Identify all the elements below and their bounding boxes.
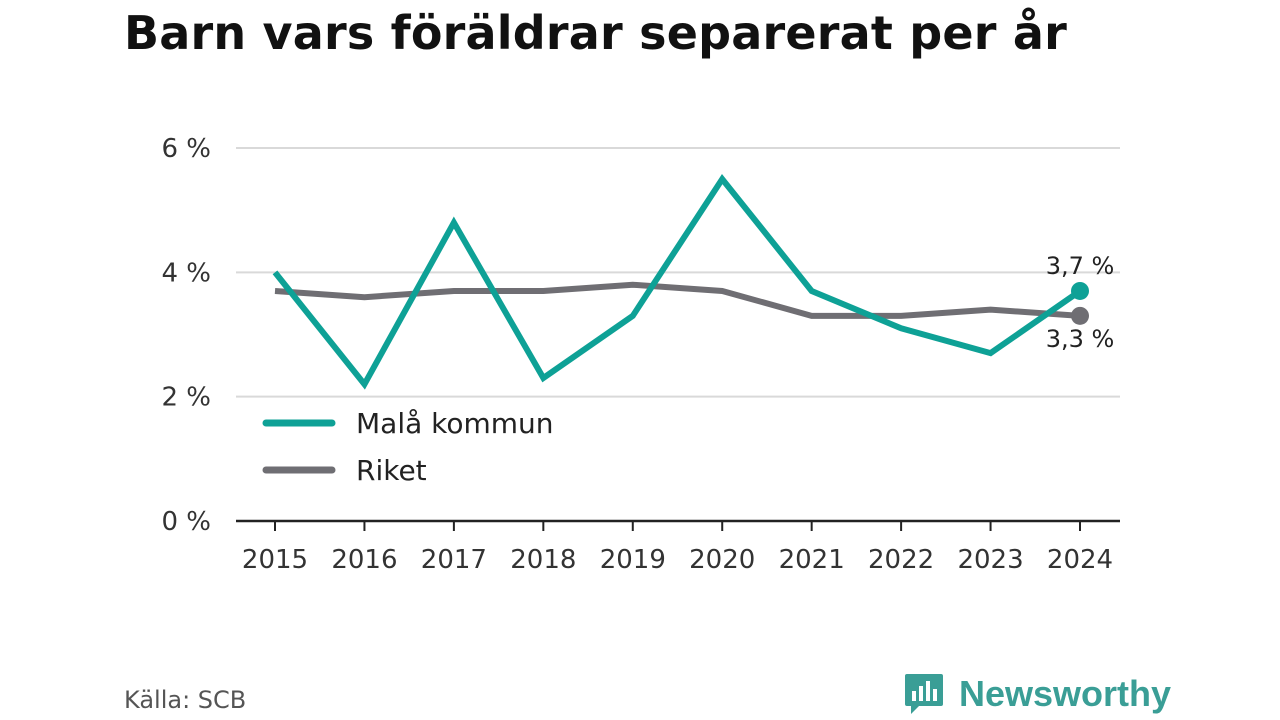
series-line [272,173,1082,390]
series-end-point [1071,306,1089,325]
x-tick-label: 2022 [868,545,934,575]
brand-logo: Newsworthy [903,672,1171,716]
y-tick-label: 0 % [161,507,211,537]
legend-background [256,402,574,488]
brand-name: Newsworthy [959,673,1172,714]
x-tick-label: 2018 [510,545,576,575]
x-tick-label: 2021 [779,545,845,575]
series-end-point [1071,281,1089,300]
series-end-label: 3,7 % [1046,252,1115,280]
chart-title: Barn vars föräldrar separerat per år [124,6,1068,60]
series-lines [272,173,1089,390]
x-tick-label: 2017 [421,545,487,575]
source-note: Källa: SCB [124,686,247,714]
gridlines [236,147,1120,523]
legend-label: Malå kommun [356,407,554,440]
series-end-label: 3,3 % [1046,325,1115,353]
x-tick-label: 2024 [1047,545,1113,575]
x-tick-label: 2016 [331,545,397,575]
y-tick-label: 2 % [161,383,211,413]
y-tick-label: 6 % [161,134,211,164]
y-axis-ticks: 0 % 2 % 4 % 6 % [161,134,211,537]
x-tick-label: 2019 [600,545,666,575]
legend: Malå kommun Riket [256,402,574,488]
x-tick-label: 2020 [689,545,755,575]
end-labels: 3,7 % 3,3 % [1046,252,1115,353]
legend-label: Riket [356,454,427,487]
y-tick-label: 4 % [161,258,211,288]
x-tick-label: 2023 [957,545,1023,575]
x-axis-ticks: 2015 2016 2017 2018 2019 2020 2021 2022 2023 2024 [242,521,1113,575]
x-tick-label: 2015 [242,545,308,575]
series-line [274,281,1081,319]
newsworthy-logo-icon [905,674,943,714]
